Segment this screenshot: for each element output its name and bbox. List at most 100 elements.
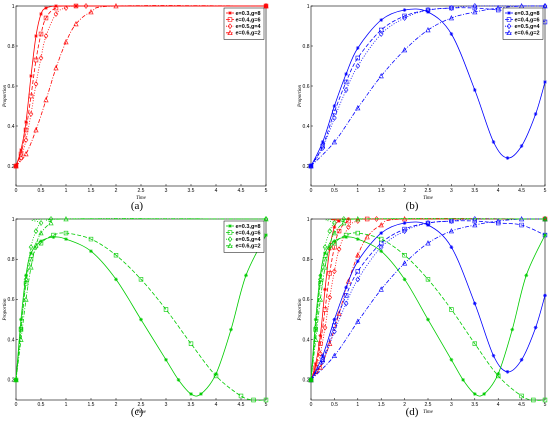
- x-tick-label: 2.5: [425, 402, 432, 408]
- data-point: [38, 230, 44, 236]
- data-point: [374, 216, 379, 222]
- data-point: [425, 277, 431, 282]
- data-point: [320, 145, 325, 151]
- data-point: [229, 327, 233, 332]
- data-point: [379, 236, 384, 242]
- data-point: [28, 264, 34, 270]
- data-point: [425, 240, 431, 246]
- data-point: [341, 216, 347, 222]
- x-tick-label: 4.5: [518, 402, 525, 408]
- x-tick-label: 0.5: [38, 188, 45, 194]
- legend-entry: e=0.6,g=2: [515, 31, 540, 37]
- data-point: [28, 111, 34, 117]
- data-point: [199, 392, 203, 396]
- data-point: [378, 286, 384, 292]
- legend-marker: [227, 17, 233, 22]
- data-point: [29, 251, 33, 256]
- x-tick-label: 5: [544, 188, 547, 194]
- data-point: [18, 336, 24, 342]
- data-point: [48, 220, 54, 226]
- data-point: [472, 3, 478, 9]
- data-point: [332, 268, 337, 275]
- data-point: [39, 12, 43, 16]
- series-line: [310, 218, 546, 381]
- x-axis-label: Time: [423, 196, 434, 201]
- data-point: [505, 369, 510, 374]
- data-point: [519, 393, 524, 399]
- data-point: [238, 393, 244, 399]
- data-point: [28, 257, 34, 262]
- legend-entry: e=0.6,g=2: [236, 31, 261, 37]
- data-point: [402, 260, 408, 266]
- data-point: [472, 301, 477, 306]
- x-tick-label: 4.5: [238, 402, 245, 408]
- data-point: [83, 3, 89, 9]
- x-tick-label: 3.5: [188, 402, 195, 408]
- legend-entry: e=0.5,g=4: [236, 24, 262, 30]
- data-point: [533, 325, 538, 330]
- data-point: [176, 377, 181, 382]
- x-tick-label: 5: [544, 402, 547, 408]
- x-axis-label: Time: [423, 410, 434, 415]
- data-point: [24, 120, 28, 124]
- data-point: [43, 15, 49, 21]
- data-point: [425, 7, 431, 13]
- data-point: [88, 9, 94, 15]
- y-tick-label: 1: [12, 217, 15, 223]
- data-point: [402, 15, 407, 21]
- data-point: [524, 273, 529, 278]
- data-point: [263, 397, 269, 403]
- data-point: [73, 3, 79, 9]
- data-point: [38, 240, 44, 246]
- data-point: [472, 5, 477, 11]
- x-tick-label: 1.5: [88, 402, 95, 408]
- data-point: [23, 151, 29, 157]
- y-tick-label: 1: [307, 217, 310, 223]
- data-point: [542, 232, 548, 238]
- data-point: [322, 264, 328, 270]
- y-tick-label: 0.2: [8, 378, 15, 384]
- data-point: [43, 33, 49, 39]
- data-point: [378, 31, 384, 37]
- series-line: [15, 232, 267, 401]
- data-point: [308, 377, 314, 383]
- data-point: [344, 72, 348, 76]
- legend: e=0.3,g=8e=0.4,g=6e=0.5,g=4e=0.6,g=2: [223, 220, 265, 253]
- series-line: [310, 218, 546, 381]
- data-point: [139, 317, 143, 322]
- data-point: [263, 216, 269, 222]
- x-tick-label: 0: [15, 188, 18, 194]
- data-point: [313, 336, 319, 342]
- legend-entry: e=0.5,g=4: [515, 24, 541, 30]
- data-point: [543, 293, 547, 298]
- data-point: [355, 216, 361, 222]
- data-point: [343, 232, 349, 238]
- data-point: [426, 317, 430, 322]
- data-point: [53, 11, 59, 17]
- y-tick-label: 1: [307, 4, 310, 10]
- data-point: [449, 245, 454, 250]
- x-tick-label: 1.5: [378, 402, 385, 408]
- data-point: [449, 307, 454, 312]
- data-point: [364, 216, 370, 222]
- x-tick-label: 4.5: [238, 188, 245, 194]
- data-point: [332, 225, 337, 229]
- legend-marker: [227, 29, 233, 35]
- data-point: [43, 97, 49, 103]
- data-point: [425, 220, 431, 226]
- data-point: [543, 80, 547, 84]
- data-point: [64, 237, 68, 242]
- y-axis-label: Proportion: [298, 84, 303, 108]
- data-point: [51, 232, 56, 238]
- data-point: [318, 276, 323, 283]
- data-point: [336, 310, 342, 316]
- data-point: [461, 377, 465, 382]
- data-point: [322, 324, 328, 331]
- chart-panel-4: 0 0.5 1 1.5 2 2.5 3 3.5 4 4.5 5 0.2 0.4 0.6 0.8 1 Time Pr…: [298, 216, 548, 415]
- data-point: [34, 34, 38, 38]
- data-point: [332, 220, 337, 226]
- x-tick-label: 3: [165, 402, 168, 408]
- data-point: [519, 222, 524, 228]
- data-point: [343, 79, 349, 85]
- legend-marker: [227, 242, 233, 248]
